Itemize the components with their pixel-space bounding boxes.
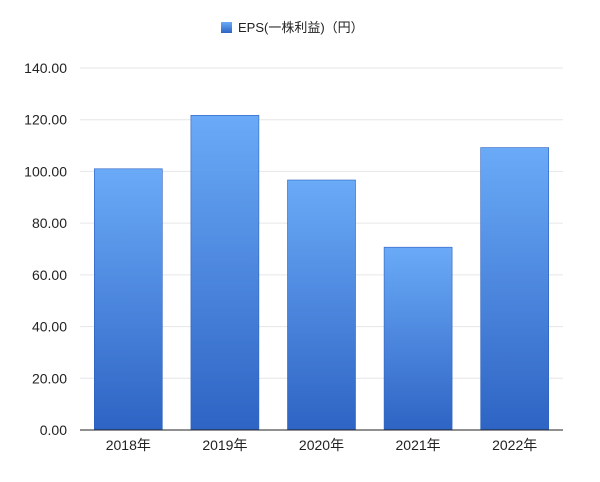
bar-1 (94, 168, 163, 431)
y-tick-label: 20.00 (32, 370, 67, 386)
legend-label: EPS(一株利益)（円） (238, 20, 364, 35)
y-tick-label: 0.00 (40, 422, 67, 438)
x-tick-label: 2019年 (202, 437, 247, 453)
y-tick-label: 40.00 (32, 319, 67, 335)
bar-4 (383, 246, 453, 431)
x-axis-ticks: 2018年 2019年 2020年 2021年 2022年 (106, 437, 538, 453)
x-tick-label: 2021年 (396, 437, 441, 453)
legend: EPS(一株利益)（円） (221, 20, 364, 35)
y-tick-label: 120.00 (24, 112, 67, 128)
legend-swatch (221, 22, 232, 33)
y-tick-label: 80.00 (32, 215, 67, 231)
bar-2 (190, 115, 260, 431)
x-tick-label: 2022年 (492, 437, 537, 453)
y-axis-ticks: 0.00 20.00 40.00 60.00 80.00 100.00 120.00 140.… (24, 60, 67, 438)
bar-5 (480, 147, 550, 431)
bars (94, 115, 550, 431)
y-tick-label: 100.00 (24, 163, 67, 179)
bar-3 (287, 179, 356, 431)
y-tick-label: 140.00 (24, 60, 67, 76)
x-tick-label: 2018年 (106, 437, 151, 453)
y-tick-label: 60.00 (32, 267, 67, 283)
x-tick-label: 2020年 (299, 437, 344, 453)
